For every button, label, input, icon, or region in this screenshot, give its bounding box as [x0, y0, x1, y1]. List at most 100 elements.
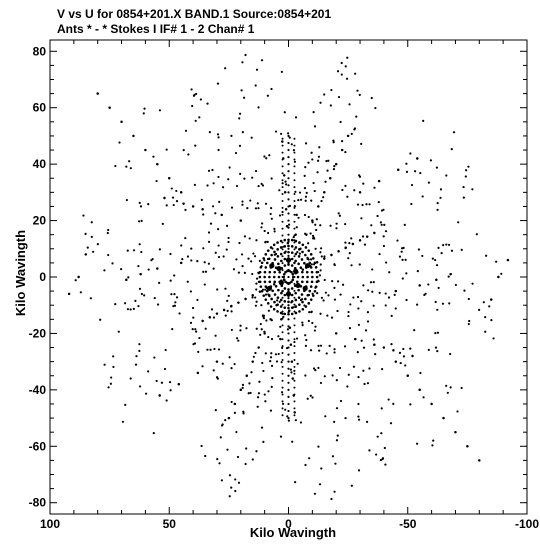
- data-point: [282, 245, 285, 248]
- data-point: [278, 280, 284, 286]
- data-point: [255, 282, 258, 285]
- data-point: [299, 421, 303, 424]
- data-point: [357, 323, 360, 326]
- data-point: [129, 308, 132, 311]
- data-point: [270, 364, 274, 367]
- data-point: [463, 289, 466, 292]
- data-point: [462, 185, 465, 189]
- data-point: [129, 167, 132, 170]
- data-point: [256, 277, 259, 280]
- data-point: [268, 280, 272, 284]
- data-point: [257, 184, 260, 188]
- data-point: [308, 261, 312, 265]
- data-point: [360, 339, 363, 342]
- data-point: [278, 300, 281, 303]
- data-point: [243, 271, 246, 274]
- data-point: [249, 199, 252, 202]
- data-point: [245, 447, 248, 450]
- data-point: [281, 186, 284, 189]
- data-point: [285, 291, 292, 297]
- data-point: [103, 363, 106, 366]
- data-point: [288, 326, 292, 329]
- data-point: [232, 268, 236, 271]
- data-point: [372, 338, 375, 341]
- data-point: [173, 274, 176, 277]
- data-point: [278, 214, 282, 217]
- data-point: [356, 350, 359, 354]
- data-point: [270, 385, 273, 388]
- data-point: [364, 329, 368, 332]
- data-point: [186, 255, 190, 258]
- data-point: [390, 343, 393, 346]
- data-point: [308, 311, 311, 314]
- data-point: [225, 224, 229, 227]
- data-point: [124, 403, 127, 406]
- data-point: [260, 261, 264, 265]
- data-point: [286, 415, 289, 418]
- data-point: [287, 353, 290, 356]
- data-point: [230, 310, 233, 313]
- data-point: [221, 186, 225, 189]
- data-point: [114, 303, 117, 306]
- data-point: [251, 458, 254, 461]
- data-point: [199, 98, 202, 101]
- data-point: [448, 302, 451, 305]
- data-point: [190, 247, 193, 250]
- data-point: [281, 276, 284, 278]
- data-point: [238, 144, 242, 147]
- data-point: [287, 263, 290, 266]
- data-point: [269, 360, 272, 363]
- data-point: [139, 272, 142, 276]
- data-point: [319, 269, 322, 272]
- data-point: [362, 346, 366, 349]
- data-point: [268, 295, 271, 298]
- data-point: [297, 296, 301, 299]
- data-point: [337, 212, 340, 215]
- data-point: [320, 199, 323, 203]
- data-point: [74, 279, 77, 282]
- data-point: [323, 375, 326, 378]
- data-point: [260, 182, 263, 185]
- data-point: [202, 213, 205, 216]
- data-point: [293, 268, 299, 274]
- data-point: [362, 284, 365, 287]
- data-point: [293, 241, 296, 244]
- data-point: [214, 212, 217, 215]
- data-point: [227, 236, 230, 240]
- data-point: [269, 263, 275, 269]
- data-point: [457, 221, 460, 224]
- data-point: [273, 280, 276, 284]
- data-point: [217, 255, 221, 259]
- data-point: [266, 257, 270, 261]
- data-point: [238, 117, 241, 120]
- data-point: [447, 275, 450, 278]
- data-point: [287, 325, 290, 328]
- data-point: [169, 252, 172, 256]
- data-point: [293, 213, 296, 216]
- data-point: [155, 179, 158, 183]
- data-point: [290, 264, 294, 267]
- data-point: [143, 294, 146, 297]
- data-point: [298, 252, 301, 255]
- data-point: [290, 257, 294, 261]
- data-point: [195, 92, 198, 96]
- data-point: [329, 224, 332, 227]
- data-point: [356, 89, 359, 92]
- data-point: [398, 255, 402, 258]
- data-point: [193, 342, 197, 345]
- data-point: [253, 255, 257, 258]
- data-point: [293, 340, 296, 344]
- data-point: [380, 209, 384, 212]
- data-point: [120, 120, 123, 124]
- data-point: [305, 338, 308, 342]
- data-point: [244, 462, 247, 466]
- data-point: [295, 213, 298, 217]
- data-point: [304, 297, 307, 301]
- data-point: [280, 291, 283, 295]
- data-point: [281, 312, 284, 315]
- data-point: [138, 343, 141, 346]
- data-point: [361, 203, 364, 207]
- data-point: [281, 158, 284, 161]
- data-point: [247, 392, 250, 395]
- data-point: [304, 246, 308, 249]
